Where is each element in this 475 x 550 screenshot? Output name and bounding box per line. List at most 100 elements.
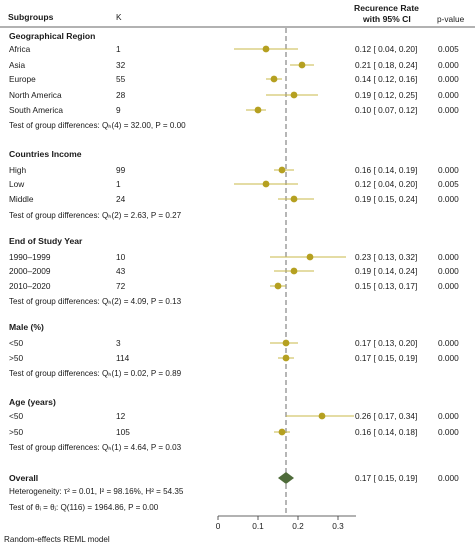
group-title: Countries Income xyxy=(9,149,82,159)
row-label: Europe xyxy=(9,74,36,84)
row-k: 9 xyxy=(116,105,121,115)
row-label: <50 xyxy=(9,338,24,348)
row-label: 2000–2009 xyxy=(9,266,51,276)
row-pvalue: 0.000 xyxy=(438,194,459,204)
point-estimate xyxy=(278,428,286,436)
row-ci-text: 0.16 [ 0.14, 0.18] xyxy=(355,427,418,437)
group-title: Male (%) xyxy=(9,322,44,332)
row-label: North America xyxy=(9,90,62,100)
row-k: 24 xyxy=(116,194,126,204)
row-pvalue: 0.000 xyxy=(438,353,459,363)
row-pvalue: 0.000 xyxy=(438,74,459,84)
row-ci-text: 0.19 [ 0.15, 0.24] xyxy=(355,194,418,204)
row-ci-text: 0.12 [ 0.04, 0.20] xyxy=(355,44,418,54)
point-estimate xyxy=(290,267,298,275)
point-estimate xyxy=(282,339,290,347)
row-pvalue: 0.000 xyxy=(438,165,459,175)
row-label: 2010–2020 xyxy=(9,281,51,291)
row-k: 105 xyxy=(116,427,130,437)
row-ci-text: 0.16 [ 0.14, 0.19] xyxy=(355,165,418,175)
row-k: 43 xyxy=(116,266,126,276)
row-ci-text: 0.26 [ 0.17, 0.34] xyxy=(355,411,418,421)
row-ci-text: 0.17 [ 0.15, 0.19] xyxy=(355,353,418,363)
row-ci-text: 0.12 [ 0.04, 0.20] xyxy=(355,179,418,189)
row-k: 28 xyxy=(116,90,126,100)
row-pvalue: 0.000 xyxy=(438,60,459,70)
row-ci-text: 0.23 [ 0.13, 0.32] xyxy=(355,252,418,262)
row-pvalue: 0.000 xyxy=(438,411,459,421)
row-label: Africa xyxy=(9,44,31,54)
row-label: <50 xyxy=(9,411,24,421)
overall-heterogeneity: Heterogeneity: τ² = 0.01, I² = 98.16%, H… xyxy=(9,487,184,496)
header-rate-line2: with 95% CI xyxy=(363,14,411,24)
overall-ci-text: 0.17 [ 0.15, 0.19] xyxy=(355,473,418,483)
point-estimate xyxy=(270,75,278,83)
row-ci-text: 0.15 [ 0.13, 0.17] xyxy=(355,281,418,291)
group-title: Geographical Region xyxy=(9,31,96,41)
row-label: Low xyxy=(9,179,25,189)
group-title: Age (years) xyxy=(9,397,56,407)
header-k: K xyxy=(116,12,122,22)
point-estimate xyxy=(274,282,282,290)
header-rate-line1: Recurence Rate xyxy=(354,3,419,13)
point-estimate xyxy=(254,106,262,114)
point-estimate xyxy=(298,61,306,69)
row-pvalue: 0.000 xyxy=(438,266,459,276)
header-pvalue: p-value xyxy=(437,14,465,24)
point-estimate xyxy=(282,354,290,362)
row-ci-text: 0.17 [ 0.13, 0.20] xyxy=(355,338,418,348)
row-label: 1990–1999 xyxy=(9,252,51,262)
row-pvalue: 0.000 xyxy=(438,105,459,115)
row-k: 1 xyxy=(116,179,121,189)
row-k: 10 xyxy=(116,252,126,262)
row-pvalue: 0.000 xyxy=(438,252,459,262)
x-tick-label: 0.1 xyxy=(252,521,264,531)
row-pvalue: 0.005 xyxy=(438,44,459,54)
row-ci-text: 0.14 [ 0.12, 0.16] xyxy=(355,74,418,84)
point-estimate xyxy=(290,91,298,99)
group-test: Test of group differences: Qₕ(1) = 0.02,… xyxy=(9,369,182,378)
row-label: Middle xyxy=(9,194,34,204)
row-label: >50 xyxy=(9,427,24,437)
group-test: Test of group differences: Qₕ(4) = 32.00… xyxy=(9,121,186,130)
group-test: Test of group differences: Qₕ(1) = 4.64,… xyxy=(9,443,182,452)
header-subgroups: Subgroups xyxy=(8,12,54,22)
row-pvalue: 0.000 xyxy=(438,90,459,100)
row-k: 32 xyxy=(116,60,126,70)
x-tick-label: 0 xyxy=(216,521,221,531)
row-k: 72 xyxy=(116,281,126,291)
row-ci-text: 0.21 [ 0.18, 0.24] xyxy=(355,60,418,70)
row-pvalue: 0.000 xyxy=(438,281,459,291)
row-k: 99 xyxy=(116,165,126,175)
row-ci-text: 0.10 [ 0.07, 0.12] xyxy=(355,105,418,115)
footer-note: Random-effects REML model xyxy=(4,535,110,544)
point-estimate xyxy=(262,45,270,53)
row-k: 12 xyxy=(116,411,126,421)
row-ci-text: 0.19 [ 0.14, 0.24] xyxy=(355,266,418,276)
row-k: 1 xyxy=(116,44,121,54)
x-tick-label: 0.3 xyxy=(332,521,344,531)
row-label: High xyxy=(9,165,27,175)
row-k: 3 xyxy=(116,338,121,348)
point-estimate xyxy=(278,166,286,174)
group-title: End of Study Year xyxy=(9,236,83,246)
row-pvalue: 0.000 xyxy=(438,338,459,348)
overall-pvalue: 0.000 xyxy=(438,473,459,483)
point-estimate xyxy=(318,412,326,420)
row-label: South America xyxy=(9,105,63,115)
overall-diamond xyxy=(278,472,294,484)
group-test: Test of group differences: Qₕ(2) = 2.63,… xyxy=(9,211,182,220)
row-k: 114 xyxy=(116,353,130,363)
row-pvalue: 0.000 xyxy=(438,427,459,437)
point-estimate xyxy=(262,180,270,188)
row-pvalue: 0.005 xyxy=(438,179,459,189)
point-estimate xyxy=(290,195,298,203)
overall-test: Test of θᵢ = θⱼ: Q(116) = 1964.86, P = 0… xyxy=(9,503,159,512)
row-k: 55 xyxy=(116,74,126,84)
overall-title: Overall xyxy=(9,473,39,483)
row-label: >50 xyxy=(9,353,24,363)
row-ci-text: 0.19 [ 0.12, 0.25] xyxy=(355,90,418,100)
row-label: Asia xyxy=(9,60,26,70)
point-estimate xyxy=(306,253,314,261)
